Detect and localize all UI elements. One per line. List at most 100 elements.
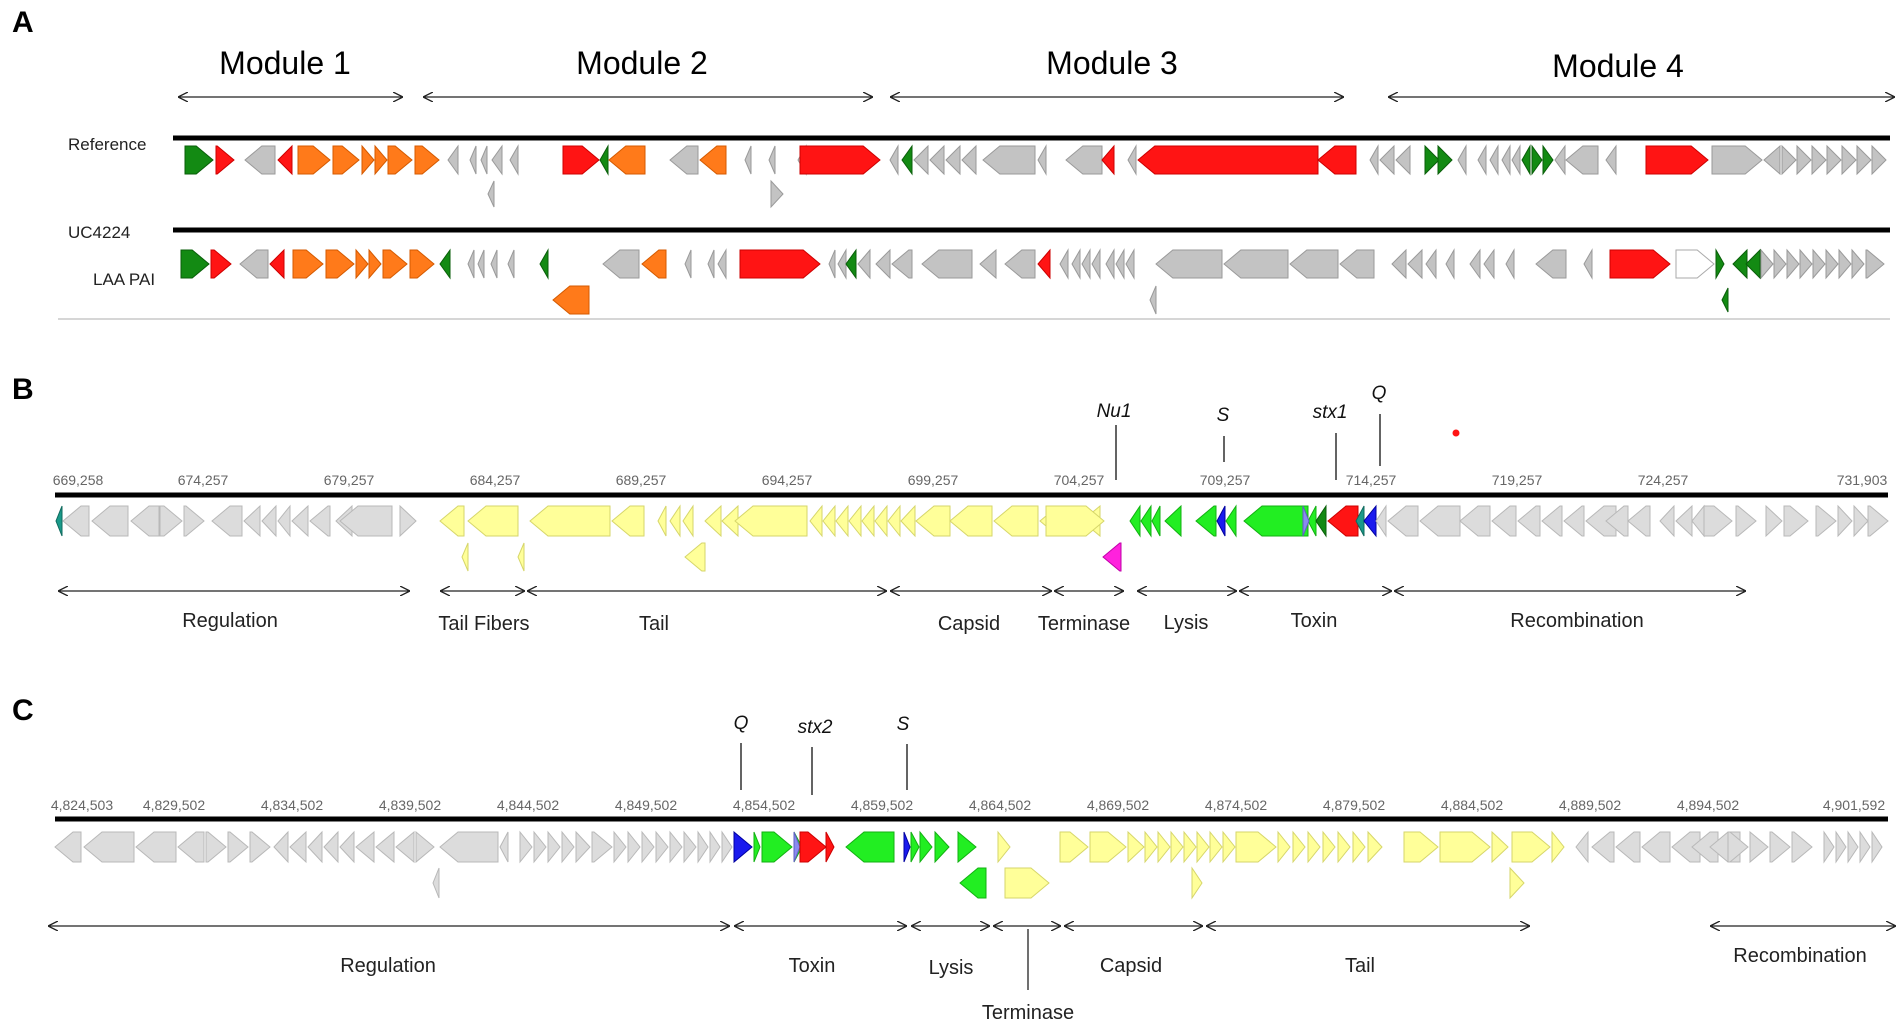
gene-arrow xyxy=(961,144,977,176)
region-label-toxin: Toxin xyxy=(1291,610,1338,632)
gene-arrow xyxy=(1511,831,1551,863)
gene-arrow xyxy=(903,831,911,863)
region-label-recombination: Recombination xyxy=(1733,945,1866,967)
gene-arrow xyxy=(361,144,375,176)
module-3: Module 3 xyxy=(890,45,1344,97)
gene-arrow xyxy=(1551,830,1565,864)
gene-arrow xyxy=(1149,285,1157,315)
gene-arrow xyxy=(957,830,977,864)
module-label: Module 1 xyxy=(219,45,351,81)
gene-arrow xyxy=(1140,504,1152,538)
gene-arrow xyxy=(837,248,847,280)
track-label-laa-pai: LAA PAI xyxy=(93,270,155,289)
gene-arrow xyxy=(1437,144,1453,176)
marker-s: S xyxy=(1217,405,1230,426)
gene-arrow xyxy=(669,830,683,864)
region-label-lysis: Lysis xyxy=(1164,612,1209,634)
tick-label: 674,257 xyxy=(178,472,229,488)
gene-arrow xyxy=(1196,830,1210,864)
gene-arrow xyxy=(529,505,611,537)
gene-arrow xyxy=(1675,504,1693,538)
gene-arrow xyxy=(1575,830,1589,864)
gene-arrow xyxy=(239,249,269,279)
gene-arrow xyxy=(1459,505,1491,537)
gene-arrow xyxy=(641,830,655,864)
gene-arrow xyxy=(733,830,753,864)
gene-arrow xyxy=(1645,145,1709,175)
gene-arrow xyxy=(861,504,875,538)
gene-arrow xyxy=(1823,830,1835,864)
gene-arrow xyxy=(539,248,549,280)
tick-label: 4,874,502 xyxy=(1205,797,1267,813)
gene-arrow xyxy=(309,505,331,537)
gene-arrow xyxy=(1155,249,1223,279)
tick-label: 714,257 xyxy=(1346,472,1397,488)
gene-arrow xyxy=(608,145,646,175)
gene-arrow xyxy=(1307,830,1321,864)
gene-arrow xyxy=(799,145,881,175)
gene-arrow xyxy=(292,249,324,279)
gene-arrow xyxy=(835,504,849,538)
region-label-terminase: Terminase xyxy=(982,1002,1074,1024)
gene-arrow xyxy=(875,248,891,280)
gene-arrow xyxy=(949,505,993,537)
track-label-reference: Reference xyxy=(68,135,146,154)
gene-arrow xyxy=(561,830,575,864)
gene-arrow xyxy=(1403,831,1439,863)
gene-arrow xyxy=(83,831,135,863)
gene-arrow xyxy=(1505,248,1515,280)
gene-arrow xyxy=(399,504,417,538)
gene-arrow xyxy=(210,249,232,279)
gene-arrow xyxy=(1115,248,1125,280)
gene-arrow xyxy=(1847,830,1859,864)
marker-s: S xyxy=(897,714,910,735)
marker-stx2: stx2 xyxy=(798,717,833,738)
gene-arrow xyxy=(1127,144,1137,176)
gene-arrow xyxy=(887,504,901,538)
gene-arrow xyxy=(533,830,547,864)
gene-arrow xyxy=(1419,505,1461,537)
gene-arrow xyxy=(1191,866,1203,900)
gene-arrow xyxy=(1387,505,1419,537)
gene-arrow xyxy=(707,249,715,279)
gene-arrow xyxy=(1851,248,1865,280)
tick-label: 689,257 xyxy=(616,472,667,488)
gene-arrow xyxy=(1605,505,1629,537)
gene-arrow xyxy=(205,831,227,863)
gene-arrow xyxy=(1337,830,1351,864)
gene-arrow xyxy=(1826,144,1842,176)
gene-arrow xyxy=(1609,249,1671,279)
gene-arrow xyxy=(374,144,388,176)
gene-arrow xyxy=(487,180,495,208)
gene-arrow xyxy=(332,145,360,175)
gene-arrow xyxy=(1037,144,1047,176)
gene-arrow xyxy=(183,505,205,537)
gene-arrow xyxy=(135,831,177,863)
gene-arrow xyxy=(828,249,836,279)
tick-label: 4,849,502 xyxy=(615,797,677,813)
gene-arrow xyxy=(1721,287,1729,313)
gene-arrow xyxy=(993,505,1039,537)
gene-arrow xyxy=(517,542,525,572)
gene-arrow xyxy=(1542,144,1554,176)
gene-arrow xyxy=(375,830,395,864)
gene-arrow xyxy=(997,830,1011,864)
gene-arrow xyxy=(848,504,862,538)
gene-arrow xyxy=(269,248,285,280)
tick-label: 694,257 xyxy=(762,472,813,488)
gene-arrow xyxy=(249,831,271,863)
gene-arrow xyxy=(323,830,339,864)
gene-arrow xyxy=(934,830,950,864)
gene-arrow xyxy=(1491,505,1517,537)
marker-q: Q xyxy=(1372,383,1387,404)
tick-label: 4,894,502 xyxy=(1677,797,1739,813)
gene-arrow xyxy=(1367,830,1383,864)
gene-arrow xyxy=(913,144,929,176)
gene-arrow xyxy=(130,505,160,537)
gene-arrow xyxy=(368,248,382,280)
gene-arrow xyxy=(1369,144,1379,176)
gene-arrow xyxy=(1585,505,1617,537)
gene-arrow xyxy=(1541,505,1563,537)
tick-label: 4,854,502 xyxy=(733,797,795,813)
gene-arrow xyxy=(291,504,309,538)
